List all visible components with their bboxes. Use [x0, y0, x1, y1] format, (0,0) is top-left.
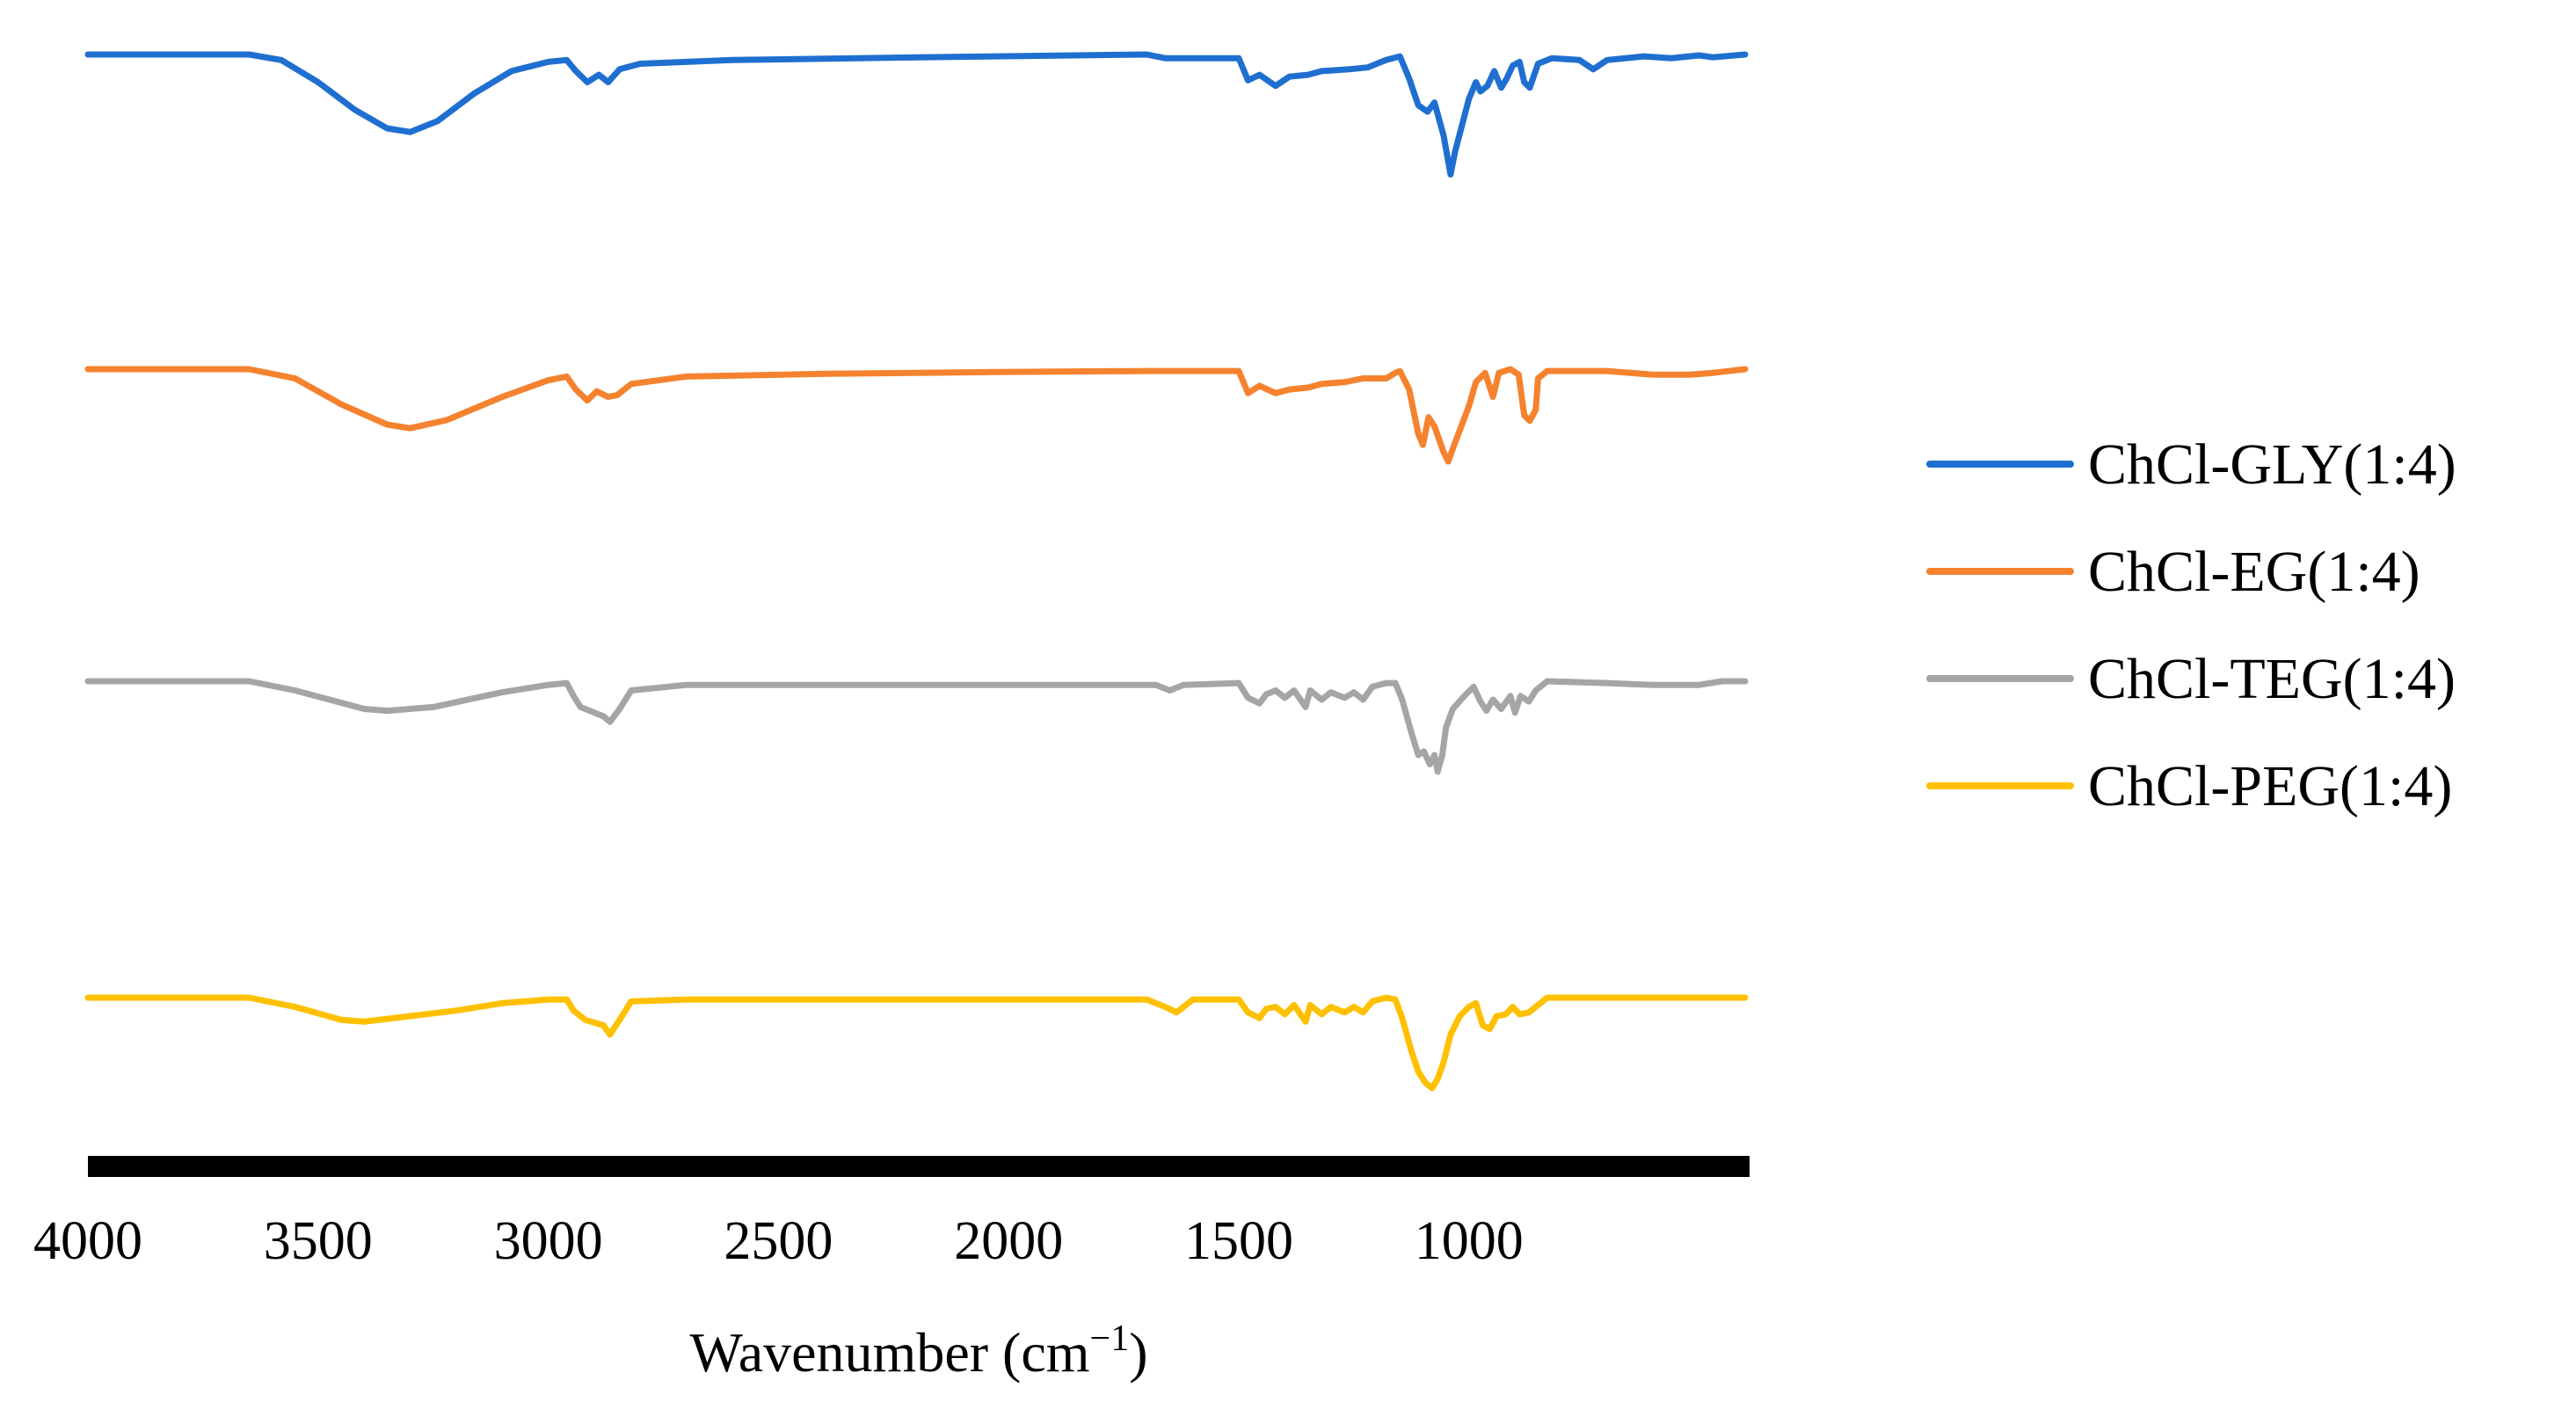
x-axis-line — [88, 1156, 1750, 1177]
x-tick-label: 2500 — [724, 1211, 833, 1271]
legend-item: ChCl-TEG(1:4) — [1926, 647, 2456, 711]
series-line-1 — [84, 51, 1749, 178]
series-line-2 — [84, 366, 1749, 465]
legend-label: ChCl-TEG(1:4) — [2088, 647, 2456, 711]
x-tick-labels: 4000 3500 3000 2500 2000 1500 1000 — [33, 1211, 1524, 1271]
series-line-3 — [84, 678, 1749, 775]
x-tick-label: 1500 — [1184, 1211, 1293, 1271]
x-tick-label: 3500 — [264, 1211, 373, 1271]
x-axis-title: Wavenumber (cm−1) — [689, 1318, 1147, 1384]
legend-item: ChCl-PEG(1:4) — [1926, 754, 2452, 818]
x-tick-label: 1000 — [1415, 1211, 1524, 1271]
legend-label: ChCl-EG(1:4) — [2088, 540, 2420, 604]
x-tick-label: 2000 — [954, 1211, 1063, 1271]
legend-item: ChCl-EG(1:4) — [1926, 540, 2420, 604]
legend-label: ChCl-GLY(1:4) — [2088, 432, 2456, 497]
series-line-4 — [84, 994, 1749, 1092]
x-tick-label: 4000 — [33, 1211, 142, 1271]
legend: ChCl-GLY(1:4) ChCl-EG(1:4) ChCl-TEG(1:4) Ch… — [1926, 432, 2456, 818]
series-layer — [84, 51, 1749, 1092]
legend-label: ChCl-PEG(1:4) — [2088, 754, 2452, 818]
legend-item: ChCl-GLY(1:4) — [1926, 432, 2456, 497]
x-tick-label: 3000 — [494, 1211, 603, 1271]
